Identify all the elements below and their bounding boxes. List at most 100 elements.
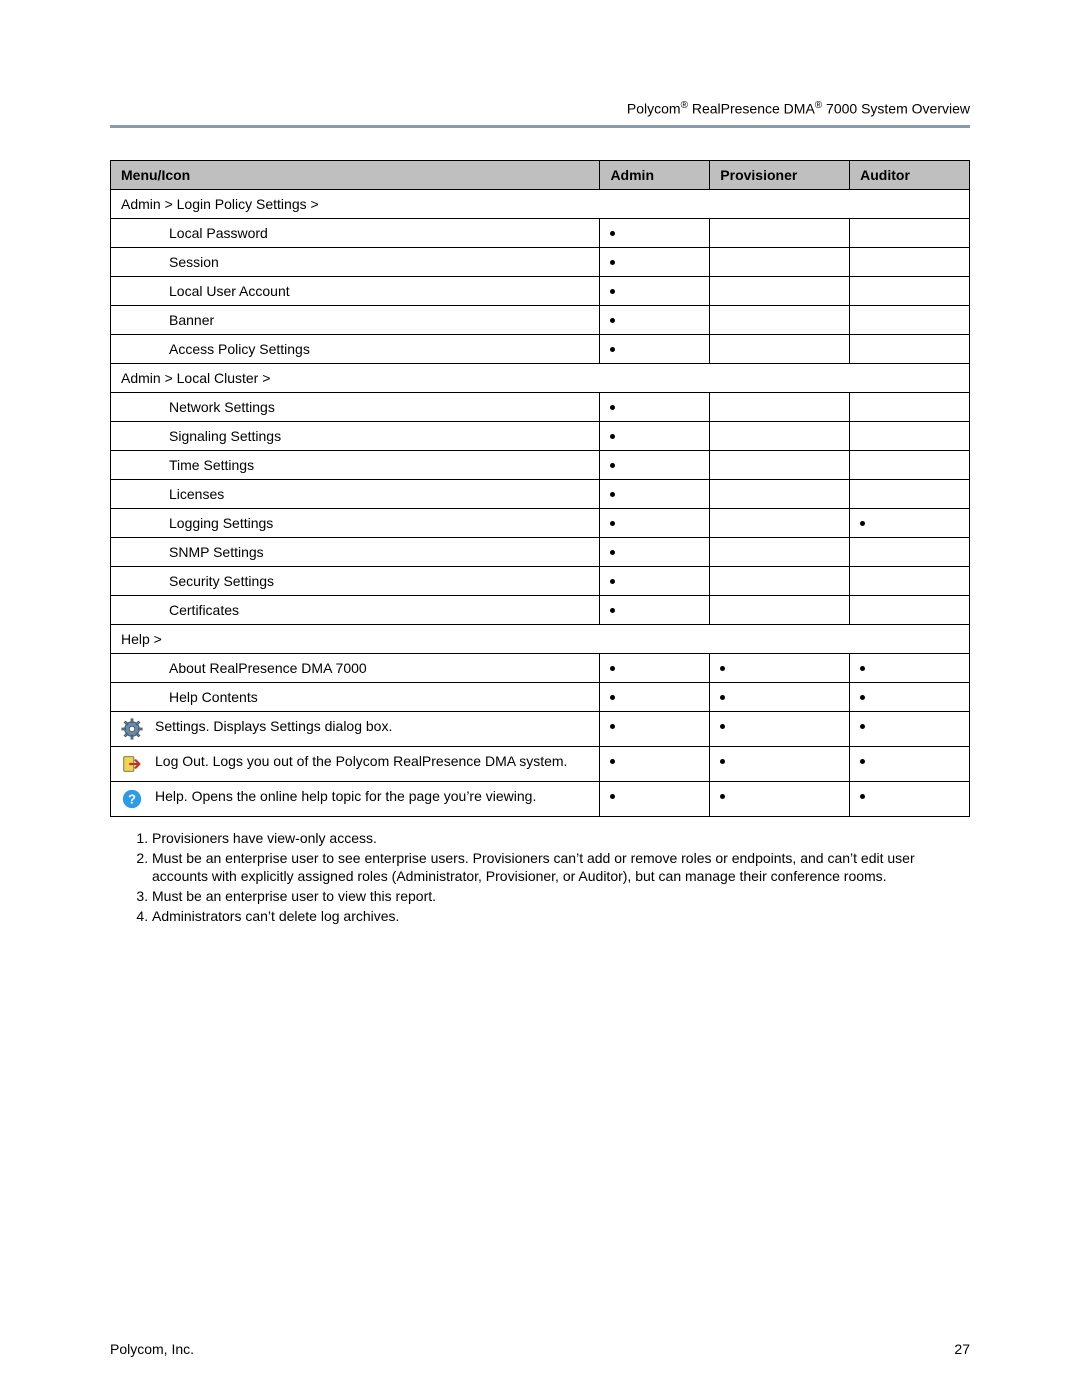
perm-prov <box>710 276 850 305</box>
perm-prov <box>710 421 850 450</box>
dot-icon <box>610 724 615 729</box>
table-row: Network Settings <box>111 392 970 421</box>
table-row: ? Help. Opens the online help topic for t… <box>111 781 970 816</box>
perm-prov <box>710 218 850 247</box>
section-row: Admin > Login Policy Settings > <box>111 189 970 218</box>
perm-prov <box>710 781 850 816</box>
logout-icon <box>121 753 143 775</box>
perm-prov <box>710 334 850 363</box>
menu-item-cell: ? Help. Opens the online help topic for t… <box>111 781 600 816</box>
dot-icon <box>860 794 865 799</box>
perm-admin <box>600 247 710 276</box>
perm-aud <box>850 746 970 781</box>
section-row: Help > <box>111 624 970 653</box>
dot-icon <box>610 405 615 410</box>
menu-item-label: Local User Account <box>155 283 589 299</box>
table-row: Log Out. Logs you out of the Polycom Rea… <box>111 746 970 781</box>
perm-aud <box>850 537 970 566</box>
dot-icon <box>610 759 615 764</box>
gear-icon-slot <box>121 718 147 740</box>
menu-item-cell: Log Out. Logs you out of the Polycom Rea… <box>111 746 600 781</box>
menu-item-label: Help. Opens the online help topic for th… <box>155 788 589 804</box>
table-row: Help Contents <box>111 682 970 711</box>
perm-admin <box>600 421 710 450</box>
perm-admin <box>600 479 710 508</box>
menu-item-label: Session <box>155 254 589 270</box>
menu-item-cell: Local Password <box>111 218 600 247</box>
perm-prov <box>710 746 850 781</box>
menu-item-label: Settings. Displays Settings dialog box. <box>155 718 589 734</box>
perm-admin <box>600 653 710 682</box>
table-row: Local User Account <box>111 276 970 305</box>
perm-admin <box>600 450 710 479</box>
logout-icon-slot <box>121 753 147 775</box>
menu-item-cell: Time Settings <box>111 450 600 479</box>
table-row: Signaling Settings <box>111 421 970 450</box>
perm-aud <box>850 508 970 537</box>
perm-aud <box>850 479 970 508</box>
dot-icon <box>610 550 615 555</box>
gear-icon <box>121 718 143 740</box>
perm-aud <box>850 682 970 711</box>
dot-icon <box>610 318 615 323</box>
perm-admin <box>600 537 710 566</box>
section-row: Admin > Local Cluster > <box>111 363 970 392</box>
perm-prov <box>710 682 850 711</box>
dot-icon <box>860 521 865 526</box>
table-row: Licenses <box>111 479 970 508</box>
dot-icon <box>860 724 865 729</box>
perm-aud <box>850 595 970 624</box>
perm-aud <box>850 305 970 334</box>
table-row: Access Policy Settings <box>111 334 970 363</box>
dot-icon <box>610 463 615 468</box>
perm-aud <box>850 218 970 247</box>
dot-icon <box>610 260 615 265</box>
menu-item-label: Network Settings <box>155 399 589 415</box>
perm-admin <box>600 595 710 624</box>
perm-aud <box>850 566 970 595</box>
dot-icon <box>610 521 615 526</box>
perm-admin <box>600 746 710 781</box>
dot-icon <box>610 579 615 584</box>
page-footer: Polycom, Inc. 27 <box>110 1341 970 1357</box>
perm-prov <box>710 392 850 421</box>
perm-aud <box>850 450 970 479</box>
perm-prov <box>710 595 850 624</box>
perm-prov <box>710 653 850 682</box>
footnotes: Provisioners have view-only access.Must … <box>134 829 970 926</box>
footer-page-number: 27 <box>954 1341 970 1357</box>
table-row: Local Password <box>111 218 970 247</box>
table-row: Settings. Displays Settings dialog box. <box>111 711 970 746</box>
menu-item-label: SNMP Settings <box>155 544 589 560</box>
perm-aud <box>850 711 970 746</box>
dot-icon <box>610 492 615 497</box>
menu-item-cell: Local User Account <box>111 276 600 305</box>
dot-icon <box>720 794 725 799</box>
dot-icon <box>610 289 615 294</box>
table-row: Banner <box>111 305 970 334</box>
perm-prov <box>710 566 850 595</box>
menu-item-label: About RealPresence DMA 7000 <box>155 660 589 676</box>
permissions-table: Menu/Icon Admin Provisioner Auditor Admi… <box>110 160 970 817</box>
menu-item-label: Help Contents <box>155 689 589 705</box>
section-title: Admin > Login Policy Settings > <box>111 189 970 218</box>
menu-item-cell: Certificates <box>111 595 600 624</box>
perm-admin <box>600 218 710 247</box>
dot-icon <box>610 695 615 700</box>
dot-icon <box>610 434 615 439</box>
svg-text:?: ? <box>128 791 136 806</box>
perm-prov <box>710 450 850 479</box>
table-row: Session <box>111 247 970 276</box>
perm-aud <box>850 334 970 363</box>
dot-icon <box>720 695 725 700</box>
menu-item-cell: Logging Settings <box>111 508 600 537</box>
document-page: Polycom® RealPresence DMA® 7000 System O… <box>0 0 1080 1397</box>
menu-item-cell: Network Settings <box>111 392 600 421</box>
table-row: Security Settings <box>111 566 970 595</box>
menu-item-cell: Help Contents <box>111 682 600 711</box>
title-middle: RealPresence DMA <box>688 101 815 117</box>
dot-icon <box>720 724 725 729</box>
perm-admin <box>600 276 710 305</box>
perm-prov <box>710 508 850 537</box>
footnote-item: Must be an enterprise user to see enterp… <box>152 849 970 885</box>
